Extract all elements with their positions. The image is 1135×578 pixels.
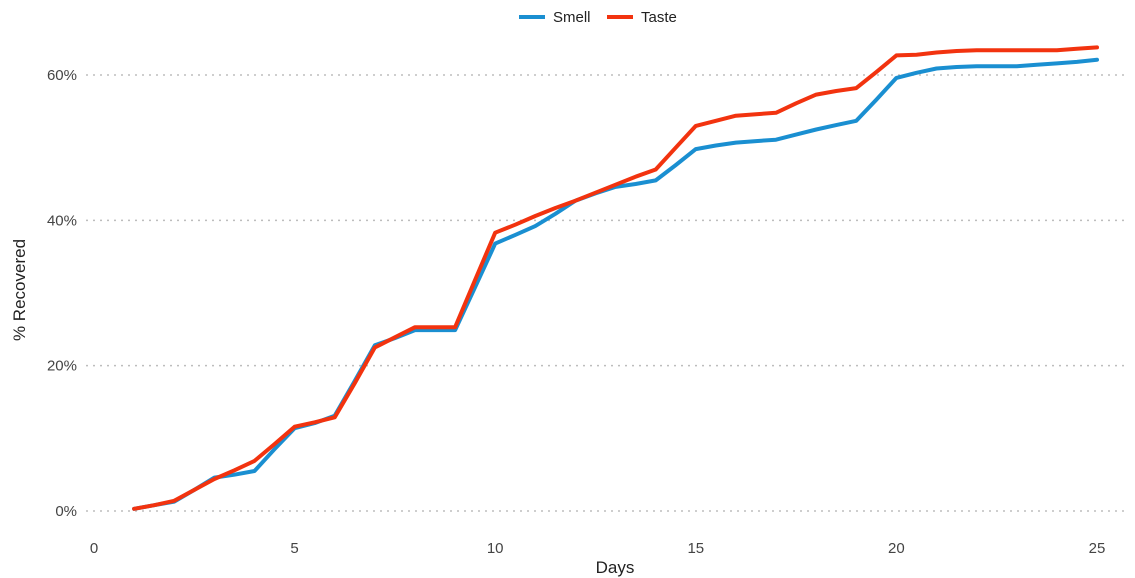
- legend-label-smell: Smell: [553, 9, 591, 26]
- x-axis-ticks: 0 5 10 15 20 25: [90, 540, 1106, 557]
- x-tick-label: 5: [290, 540, 298, 557]
- grid-lines: [86, 74, 1128, 512]
- y-tick-label: 60%: [47, 67, 77, 84]
- x-axis-title: Days: [596, 558, 635, 577]
- series-lines: [132, 45, 1099, 511]
- x-tick-label: 25: [1089, 540, 1106, 557]
- y-axis-title: % Recovered: [10, 239, 29, 341]
- x-tick-label: 10: [487, 540, 504, 557]
- y-tick-label: 0%: [55, 503, 77, 520]
- x-tick-label: 0: [90, 540, 98, 557]
- y-axis-ticks: 0% 20% 40% 60%: [47, 67, 77, 520]
- legend: Smell Taste: [519, 9, 677, 26]
- series-line-taste: [132, 45, 1099, 511]
- y-tick-label: 20%: [47, 358, 77, 375]
- legend-label-taste: Taste: [641, 9, 677, 26]
- x-tick-label: 20: [888, 540, 905, 557]
- x-tick-label: 15: [687, 540, 704, 557]
- y-tick-label: 40%: [47, 212, 77, 229]
